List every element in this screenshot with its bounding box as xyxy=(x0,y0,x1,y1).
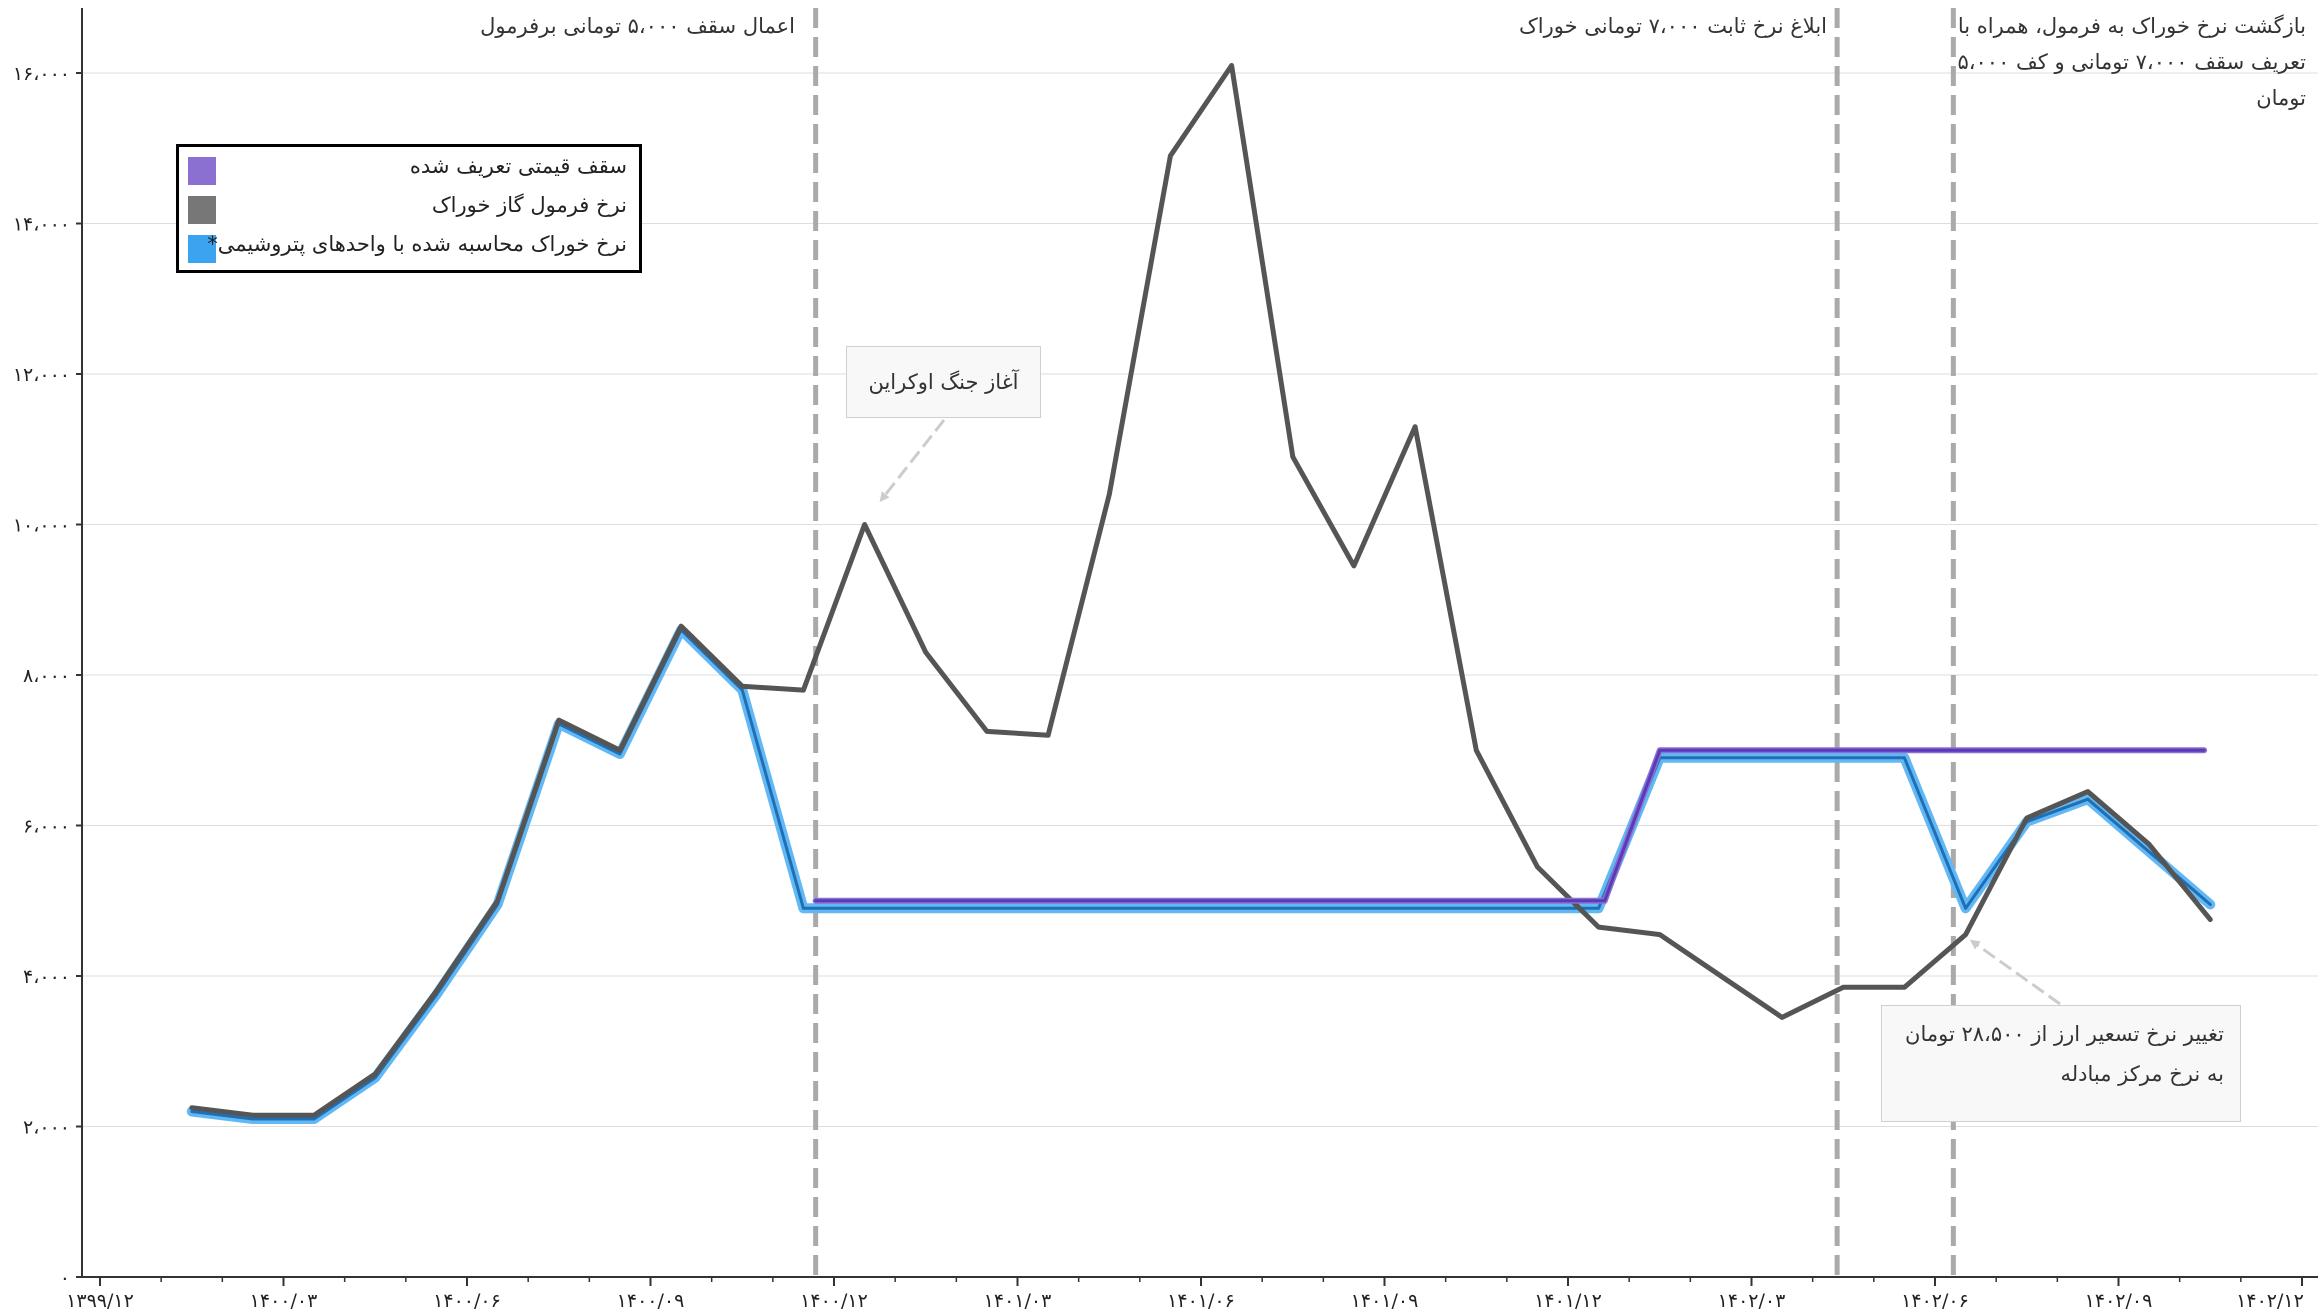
y-tick-label: ۴،۰۰۰ xyxy=(23,966,70,988)
x-tick-label: ۱۴۰۱/۰۶ xyxy=(1167,1290,1235,1312)
legend-label-price-cap: سقف قیمتی تعریف شده xyxy=(409,154,627,178)
legend-item-computed-rate: نرخ خوراک محاسبه شده با واحدهای پتروشیمی… xyxy=(179,230,639,269)
legend-swatch-computed-rate xyxy=(188,235,216,263)
legend-swatch-price-cap xyxy=(188,157,216,185)
legend-label-computed-rate: نرخ خوراک محاسبه شده با واحدهای پتروشیمی… xyxy=(207,232,627,256)
callout-arrow-fx xyxy=(1969,939,2061,1006)
annotation-return-line-2: تعریف سقف ۷،۰۰۰ تومانی و کف ۵،۰۰۰ xyxy=(1957,50,2306,74)
price-cap-line xyxy=(814,748,2206,903)
y-tick-label: ۱۰،۰۰۰ xyxy=(13,515,70,537)
y-tick-label: ۲،۰۰۰ xyxy=(23,1117,70,1139)
legend-label-formula-rate: نرخ فرمول گاز خوراک xyxy=(431,193,627,217)
y-tick-label: ۱۲،۰۰۰ xyxy=(13,364,70,386)
annotation-return-line-1: بازگشت نرخ خوراک به فرمول، همراه با xyxy=(1957,14,2306,38)
legend-swatch-formula-rate xyxy=(188,196,216,224)
callout-ukraine-war: آغاز جنگ اوکراین xyxy=(846,346,1041,418)
x-tick-label: ۱۴۰۰/۱۲ xyxy=(800,1290,868,1312)
x-tick-label: ۱۴۰۰/۰۳ xyxy=(250,1290,318,1312)
callout-arrows xyxy=(879,419,2061,1006)
legend-item-formula-rate: نرخ فرمول گاز خوراک xyxy=(179,191,639,230)
x-tick-label: ۱۴۰۲/۱۲ xyxy=(2236,1290,2304,1312)
legend-item-price-cap: سقف قیمتی تعریف شده xyxy=(179,152,639,191)
y-tick-label: ۶،۰۰۰ xyxy=(23,816,70,838)
y-tick-label: ۱۴،۰۰۰ xyxy=(13,214,70,236)
y-tick-label: ۱۶،۰۰۰ xyxy=(13,63,70,85)
callout-arrow-war xyxy=(879,419,946,503)
y-tick-label: ۸،۰۰۰ xyxy=(23,665,70,687)
annotation-fixed-rate: ابلاغ نرخ ثابت ۷،۰۰۰ تومانی خوراک xyxy=(1518,14,1827,38)
x-tick-label: ۱۴۰۱/۰۹ xyxy=(1351,1290,1419,1312)
x-tick-label: ۱۳۹۹/۱۲ xyxy=(66,1290,134,1312)
callout-fx-line-1: تغییر نرخ تسعیر ارز از ۲۸،۵۰۰ تومان xyxy=(1905,1022,2224,1046)
series-lines xyxy=(186,63,2216,1124)
x-tick-label: ۱۴۰۲/۰۶ xyxy=(1901,1290,1969,1312)
x-tick-label: ۱۴۰۱/۱۲ xyxy=(1534,1290,1602,1312)
annotation-return-line-3: تومان xyxy=(2256,86,2306,110)
formula-rate-line xyxy=(189,63,2213,1118)
x-tick-label: ۱۴۰۲/۰۳ xyxy=(1718,1290,1786,1312)
x-tick-label: ۱۴۰۲/۰۹ xyxy=(2085,1290,2153,1312)
x-tick-label: ۱۴۰۰/۰۹ xyxy=(617,1290,685,1312)
legend: سقف قیمتی تعریف شده نرخ فرمول گاز خوراک … xyxy=(176,144,642,273)
callout-fx-rate-change: تغییر نرخ تسعیر ارز از ۲۸،۵۰۰ تومان به ن… xyxy=(1881,1005,2241,1122)
callout-fx-line-2: به نرخ مرکز مبادله xyxy=(2060,1062,2224,1086)
annotation-return-to-formula: بازگشت نرخ خوراک به فرمول، همراه با تعری… xyxy=(1866,8,2306,116)
x-tick-label: ۱۴۰۱/۰۳ xyxy=(984,1290,1052,1312)
y-tick-label: ۰ xyxy=(60,1267,70,1289)
event-lines xyxy=(813,8,1956,1277)
annotation-formula-cap: اعمال سقف ۵،۰۰۰ تومانی برفرمول xyxy=(480,14,795,38)
axes: ۰ ۲،۰۰۰ ۴،۰۰۰ ۶،۰۰۰ ۸،۰۰۰ ۱۰،۰۰۰ ۱۲،۰۰۰ ۱۴،۰۰۰ ۱… xyxy=(13,8,2318,1312)
x-tick-label: ۱۴۰۰/۰۶ xyxy=(433,1290,501,1312)
